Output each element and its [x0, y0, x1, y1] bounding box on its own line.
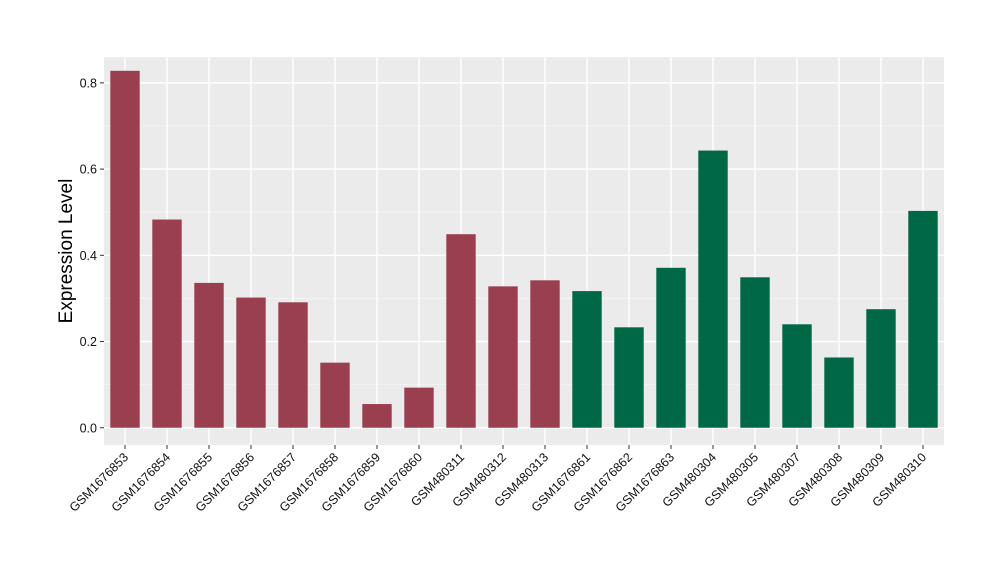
- bar-GSM1676856: [236, 297, 266, 428]
- y-tick-label: 0.0: [80, 421, 97, 435]
- y-tick-label: 0.6: [80, 163, 97, 177]
- bar-GSM480304: [698, 150, 728, 428]
- bar-GSM1676854: [152, 219, 182, 428]
- bar-GSM1676863: [656, 267, 686, 428]
- bar-GSM1676860: [404, 387, 434, 428]
- bar-GSM1676861: [572, 291, 602, 428]
- y-tick-label: 0.8: [80, 76, 97, 90]
- y-axis-title: Expression Level: [56, 179, 77, 324]
- plot-background: [104, 57, 944, 445]
- bar-GSM480305: [740, 277, 770, 428]
- bar-GSM1676858: [320, 362, 350, 428]
- bar-GSM480309: [866, 309, 896, 428]
- bar-GSM1676857: [278, 302, 308, 428]
- y-tick-label: 0.4: [80, 249, 97, 263]
- bar-GSM480311: [446, 234, 476, 428]
- bar-GSM1676859: [362, 404, 392, 428]
- bar-GSM480310: [908, 210, 938, 428]
- bar-GSM1676862: [614, 327, 644, 428]
- bar-GSM480313: [530, 280, 560, 428]
- x-axis: GSM1676853GSM1676854GSM1676855GSM1676856…: [67, 445, 929, 515]
- bar-GSM1676855: [194, 282, 224, 428]
- y-tick-label: 0.2: [80, 335, 97, 349]
- bars: [110, 70, 938, 428]
- bar-GSM480308: [824, 357, 854, 428]
- bar-GSM480312: [488, 286, 518, 428]
- bar-GSM1676853: [110, 70, 140, 428]
- bar-GSM480307: [782, 324, 812, 428]
- y-axis: 0.0 0.2 0.4 0.6 0.8: [80, 76, 104, 435]
